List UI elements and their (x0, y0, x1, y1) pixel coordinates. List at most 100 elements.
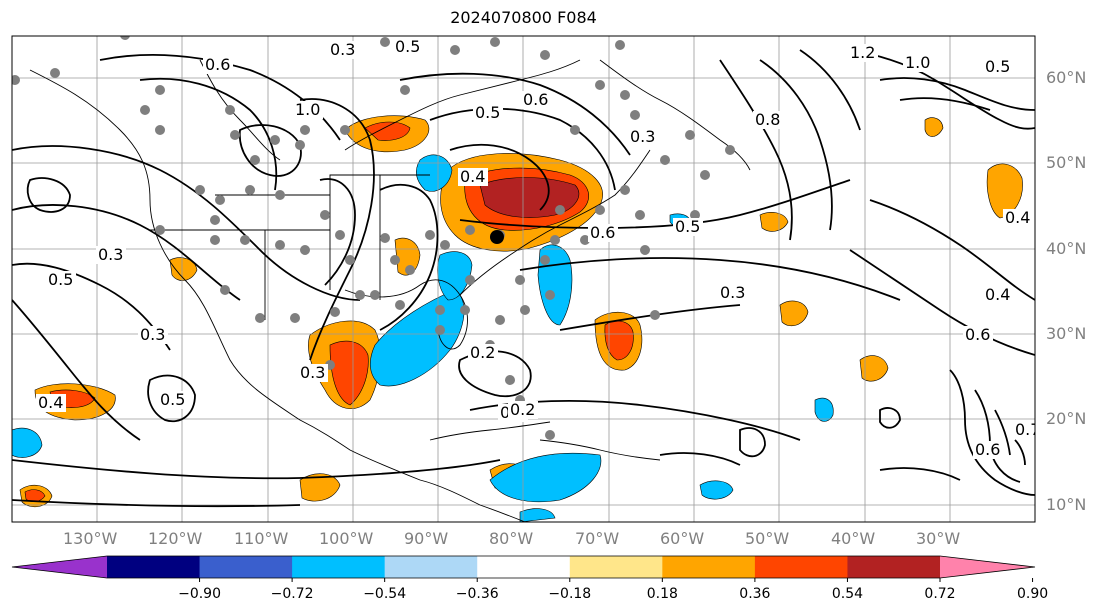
colorbar-tick-label: −0.54 (363, 586, 407, 602)
positive-anomaly-region (759, 212, 789, 232)
colorbar-segment (107, 556, 201, 578)
positive-anomaly-region (299, 473, 341, 502)
colorbar (11, 555, 1036, 582)
longitude-label: 60°W (660, 529, 705, 548)
longitude-label: 130°W (63, 529, 118, 548)
colorbar-segment (199, 556, 293, 578)
contour-label: 0.5 (675, 217, 700, 236)
contour-label: 0.3 (720, 283, 745, 302)
longitude-label: 30°W (916, 529, 961, 548)
longitude-label: 40°W (831, 529, 876, 548)
contour-label: 0.2 (510, 400, 535, 419)
contour-label: 0.6 (965, 325, 990, 344)
contour-label-bg (718, 284, 748, 302)
contour-label: 0.4 (460, 167, 485, 186)
contour-label-bg (46, 271, 76, 289)
contour-label: 0.3 (98, 245, 123, 264)
contour-label: 0.3 (630, 127, 655, 146)
contour-label: 0.5 (985, 57, 1010, 76)
positive-anomaly-region (859, 355, 889, 382)
contour-label: 0.6 (975, 440, 1000, 459)
latitude-label: 40°N (1046, 239, 1087, 258)
contour-label: 1.0 (295, 100, 320, 119)
contour-label: 1.0 (905, 53, 930, 72)
contour-label: 0.8 (755, 110, 780, 129)
contour-label-bg (628, 128, 658, 146)
contour-label-bg (36, 394, 66, 412)
positive-anomaly-region (986, 163, 1023, 219)
contour-label-bg (328, 41, 358, 59)
contour-label-bg (848, 44, 878, 62)
contour-label: 0.6 (523, 90, 548, 109)
colorbar-tick-label: −0.18 (548, 586, 592, 602)
contour-label-bg (158, 391, 188, 409)
colorbar-segment (662, 556, 756, 578)
positive-anomaly-region (364, 121, 411, 141)
coastlines (29, 59, 751, 522)
positive-anomaly-region (394, 237, 421, 276)
contour-label-bg (1013, 421, 1035, 439)
positive-anomaly-region (779, 300, 809, 327)
contour-label: 0.5 (475, 103, 500, 122)
colorbar-segment (569, 556, 663, 578)
contour-label: 0.6 (590, 223, 615, 242)
contour-label-bg (753, 111, 783, 129)
contour-label-bg (298, 364, 328, 382)
contour-label-bg (983, 58, 1013, 76)
contour-label-bg (138, 326, 168, 344)
contour-label: 0.4 (38, 393, 63, 412)
highlight-marker (490, 230, 504, 244)
longitude-label: 50°W (745, 529, 790, 548)
colorbar-tick-label: −0.72 (270, 586, 314, 602)
contour-label-bg (963, 326, 993, 344)
colorbar-tick-label: 0.18 (646, 586, 678, 602)
longitude-label: 100°W (319, 529, 374, 548)
colorbar-segment (384, 556, 478, 578)
contour-label: 0.5 (395, 37, 420, 56)
contour-label: 0.2 (470, 343, 495, 362)
colorbar-segment (754, 556, 848, 578)
contour-label-bg (973, 441, 1003, 459)
colorbar-tick-label: 0.54 (831, 586, 864, 602)
colorbar-tick-label: −0.36 (455, 586, 499, 602)
contour-label-bg (293, 101, 323, 119)
contour-label-bg (203, 56, 233, 74)
contour-label-bg (521, 91, 551, 109)
latitude-label: 10°N (1046, 495, 1087, 514)
longitude-label: 80°W (489, 529, 534, 548)
latitude-label: 20°N (1046, 409, 1087, 428)
latitude-label: 30°N (1046, 324, 1087, 343)
contour-labels: 0.6 1.0 0.3 0.5 0.6 1.2 1.0 0.5 0.3 0.4 0.3 0.5 0.3 0… (36, 37, 1035, 459)
station-dots (12, 36, 735, 440)
contour-label: 0.6 (205, 55, 230, 74)
contour-label-bg (473, 104, 503, 122)
contour-label-bg (1003, 209, 1033, 227)
contour-label: 0.3 (330, 40, 355, 59)
colorbar-segment (847, 556, 941, 578)
contour-label-bg (983, 286, 1013, 304)
colorbar-segment (477, 556, 571, 578)
contour-label-bg (673, 218, 703, 236)
longitude-label: 70°W (575, 529, 620, 548)
colorbar-segment (292, 556, 386, 578)
colorbar-outline (11, 555, 1036, 579)
negative-anomaly-region (814, 397, 834, 422)
map-frame (11, 35, 1036, 523)
colorbar-tick-label: 0.90 (1016, 586, 1049, 602)
contour-label-bg (508, 401, 538, 419)
negative-anomaly-region (699, 480, 734, 500)
plot-title: 2024070800 F084 (450, 8, 597, 27)
longitude-label: 120°W (148, 529, 203, 548)
negative-anomaly-region (12, 427, 43, 458)
colorbar-extend-high (940, 556, 1035, 578)
contour-label: 1.2 (850, 43, 875, 62)
colorbar-tick-label: 0.72 (924, 586, 956, 602)
contour-label: 0.3 (140, 325, 165, 344)
positive-anomaly-region (924, 117, 944, 137)
positive-anomaly-region (169, 257, 198, 281)
negative-anomaly-region (537, 244, 573, 326)
contour-label-bg (393, 38, 423, 56)
longitude-label: 90°W (404, 529, 449, 548)
colorbar-extend-low (12, 556, 107, 578)
